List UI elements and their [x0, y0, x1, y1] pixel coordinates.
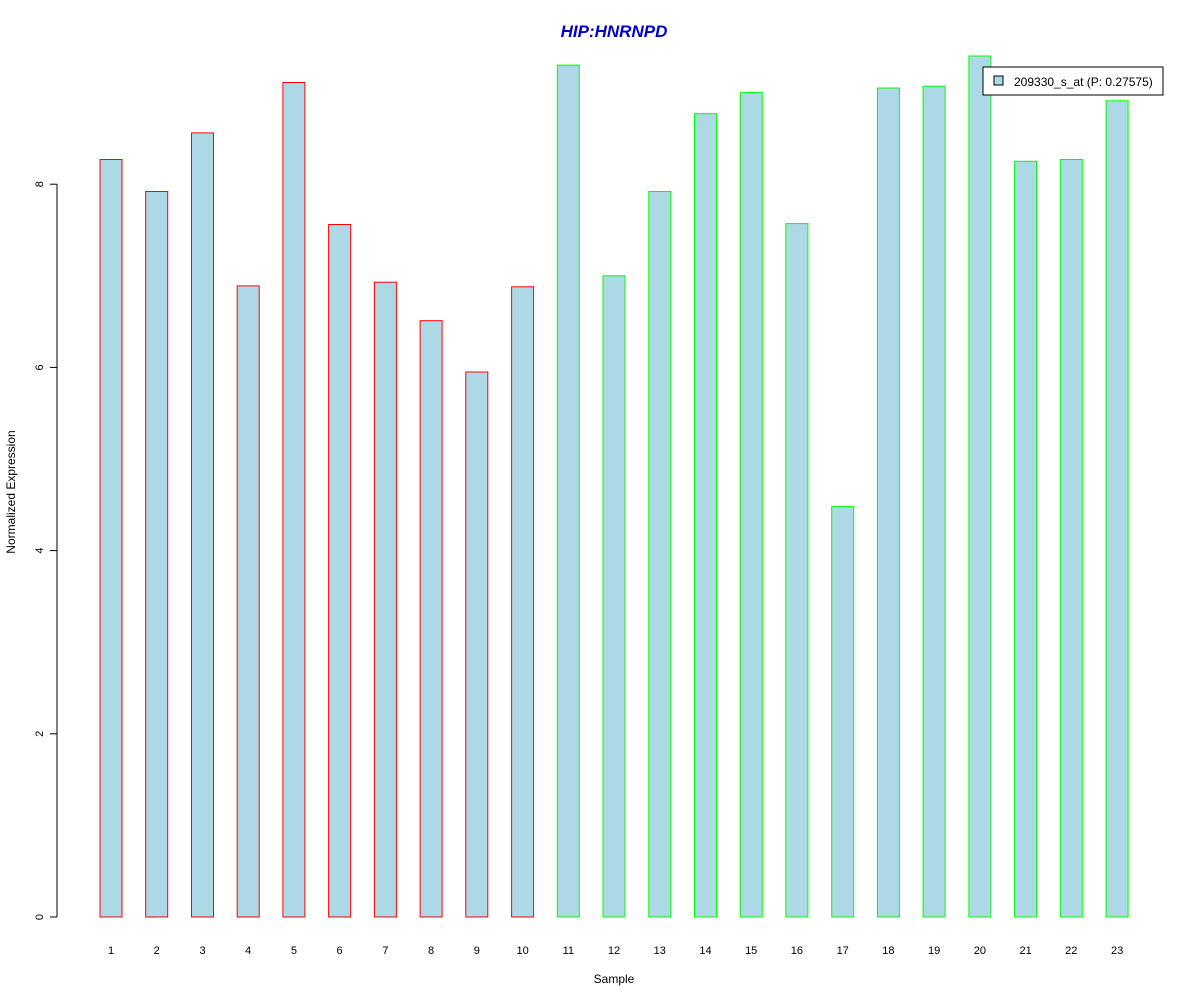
y-tick-label: 6 [34, 364, 46, 370]
bar-sample-20 [968, 55, 992, 918]
x-tick-label: 21 [1019, 945, 1031, 957]
bar-sample-8 [419, 320, 443, 918]
bars [99, 55, 1129, 918]
x-tick-label: 13 [654, 945, 666, 957]
x-tick-label: 5 [291, 945, 297, 957]
y-tick-label: 0 [34, 914, 46, 920]
x-tick-label: 10 [516, 945, 528, 957]
bar-sample-23 [1105, 100, 1129, 918]
bar-sample-13 [648, 191, 672, 918]
x-tick-label: 18 [882, 945, 894, 957]
x-tick-label: 16 [791, 945, 803, 957]
bar-sample-22 [1059, 159, 1083, 918]
bar-sample-21 [1014, 160, 1038, 918]
bar-sample-16 [785, 223, 809, 918]
bar-sample-5 [282, 82, 306, 918]
y-axis: 0 2 4 6 8 [34, 181, 58, 920]
x-tick-label: 2 [154, 945, 160, 957]
bar-sample-14 [694, 113, 717, 918]
bar-sample-9 [465, 371, 489, 918]
x-tick-label: 15 [745, 945, 757, 957]
x-tick-label: 23 [1111, 945, 1123, 957]
legend-box [982, 66, 1164, 96]
x-tick-label: 6 [337, 945, 343, 957]
x-tick-label: 11 [563, 945, 574, 957]
y-axis-label: Normalized Expression [4, 430, 18, 553]
bar-sample-19 [922, 85, 946, 918]
legend-swatch [993, 75, 1004, 86]
legend-label: 209330_s_at (P: 0.27575) [1014, 75, 1153, 89]
bar-sample-6 [328, 224, 352, 918]
bar-sample-2 [145, 191, 169, 918]
x-axis-ticks: 1 2 3 4 5 6 7 8 9 10 11 12 13 14 15 16 17 18 19 20 21 22 23 [108, 945, 1123, 957]
bar-sample-3 [191, 132, 214, 918]
bar-sample-18 [876, 87, 900, 918]
x-tick-label: 22 [1065, 945, 1077, 957]
bar-sample-1 [99, 159, 123, 918]
bar-sample-7 [373, 281, 397, 918]
x-tick-label: 19 [928, 945, 940, 957]
x-tick-label: 1 [108, 945, 114, 957]
x-tick-label: 14 [699, 945, 711, 957]
bar-sample-12 [602, 275, 626, 918]
x-tick-label: 3 [199, 945, 205, 957]
bar-sample-15 [739, 92, 763, 918]
y-tick-label: 4 [34, 548, 46, 554]
x-tick-label: 20 [974, 945, 986, 957]
legend: 209330_s_at (P: 0.27575) [982, 66, 1164, 96]
x-tick-label: 9 [474, 945, 480, 957]
y-tick-label: 8 [34, 181, 46, 187]
chart-title: HIP:HNRNPD [561, 22, 668, 41]
x-tick-label: 7 [382, 945, 388, 957]
x-axis-label: Sample [594, 972, 635, 986]
x-tick-label: 12 [608, 945, 620, 957]
bar-sample-4 [236, 285, 260, 918]
x-tick-label: 4 [245, 945, 251, 957]
y-tick-label: 2 [34, 731, 46, 737]
bar-sample-11 [556, 64, 580, 918]
bar-sample-10 [511, 286, 535, 918]
bar-sample-17 [831, 506, 855, 918]
x-tick-label: 17 [837, 945, 849, 957]
x-tick-label: 8 [428, 945, 434, 957]
